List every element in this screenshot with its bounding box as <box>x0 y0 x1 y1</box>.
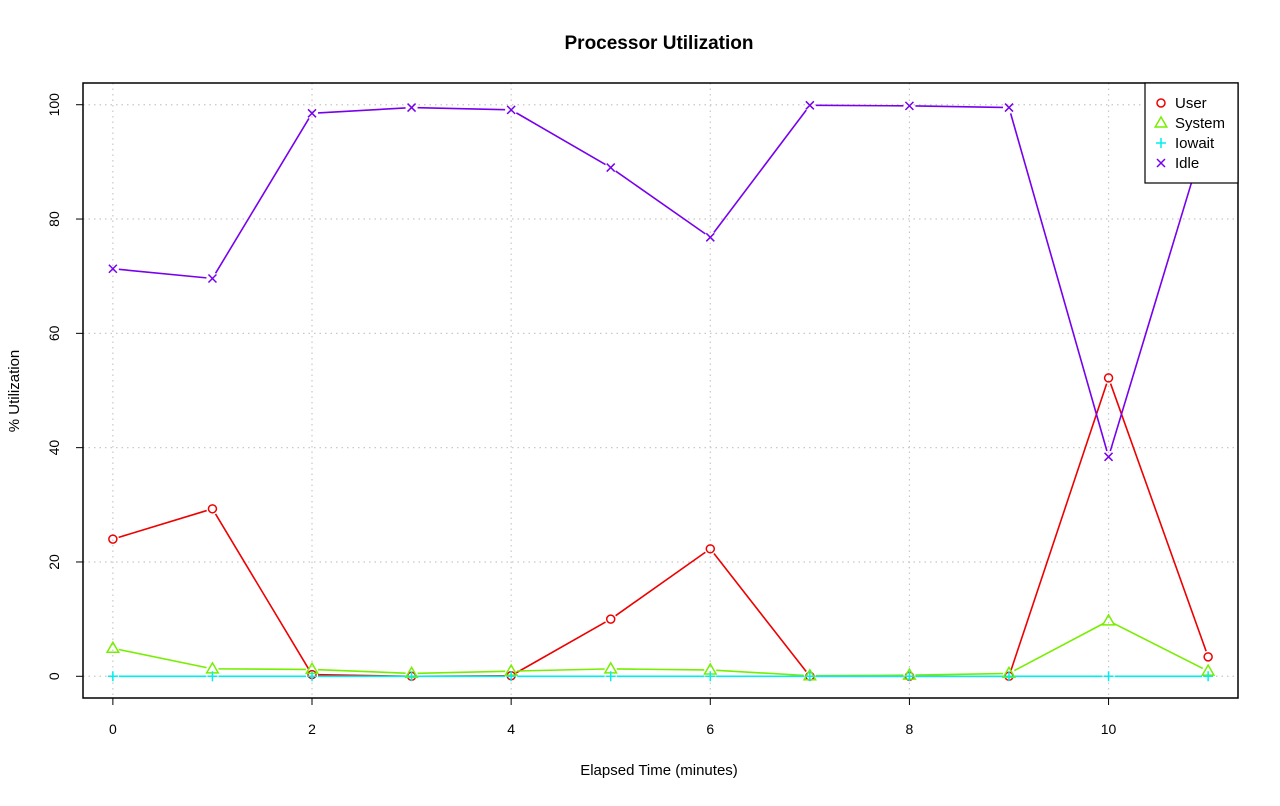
series-system-segment <box>915 672 1004 676</box>
series-system-segment <box>1113 622 1204 670</box>
x-tick-label: 8 <box>906 721 914 737</box>
series-user <box>108 373 1213 682</box>
series-user-segment <box>713 553 807 673</box>
series-system-point <box>1101 613 1116 626</box>
series-idle-segment <box>214 118 310 274</box>
series-iowait-point <box>804 671 815 682</box>
series-idle-segment <box>815 104 904 107</box>
series-user-point <box>1203 652 1213 662</box>
series-idle-point <box>207 273 217 284</box>
series-idle-point <box>805 100 815 110</box>
y-tick-label: 100 <box>46 93 62 117</box>
chart-title: Processor Utilization <box>565 33 754 54</box>
series-idle-point <box>606 163 616 173</box>
series-system-segment <box>616 668 705 671</box>
series-iowait-point <box>506 671 517 682</box>
series-iowait-point <box>307 671 318 682</box>
series-idle-point <box>1004 103 1014 113</box>
series-idle-segment <box>317 107 406 114</box>
series-iowait-point <box>1203 671 1214 682</box>
x-axis-label: Elapsed Time (minutes) <box>580 762 738 779</box>
series-user-segment <box>118 509 207 539</box>
grid-layer <box>83 83 1238 698</box>
series-user-point <box>108 534 118 544</box>
series-iowait-point <box>406 671 417 682</box>
series-idle-segment <box>1009 113 1108 452</box>
x-tick-label: 2 <box>308 721 316 737</box>
series-user-segment <box>515 621 606 674</box>
series-system-segment <box>317 668 406 674</box>
y-tick-label: 0 <box>46 672 62 680</box>
series-system-segment <box>118 648 207 669</box>
series-system-segment <box>417 670 506 675</box>
x-tick-label: 0 <box>109 721 117 737</box>
series-user-point <box>605 614 616 624</box>
series-idle-segment <box>118 268 207 279</box>
series-idle-segment <box>915 105 1004 109</box>
series-user-point <box>207 504 218 514</box>
series-iowait-point <box>1003 671 1014 682</box>
series-user-segment <box>1010 383 1108 671</box>
x-tick-label: 6 <box>706 721 714 737</box>
series-system-segment <box>716 669 804 677</box>
series-user-segment <box>214 513 310 670</box>
series-iowait-point <box>904 671 915 682</box>
series-idle <box>108 100 1213 462</box>
series-idle-segment <box>515 112 606 166</box>
legend-label-system: System <box>1175 115 1225 132</box>
series-idle-point <box>705 232 715 242</box>
series-idle-point <box>108 264 118 274</box>
series-system-point <box>105 640 120 654</box>
series-system-segment <box>1013 622 1104 672</box>
y-tick-label: 80 <box>46 211 62 227</box>
series-idle-point <box>407 103 417 113</box>
series-user-point <box>1103 373 1114 383</box>
legend-marker-iowait <box>1156 138 1166 148</box>
series-idle-segment <box>713 109 807 234</box>
legend-marker-idle <box>1156 158 1166 168</box>
legend-label-user: User <box>1175 95 1207 112</box>
series-user-point <box>705 544 716 554</box>
y-axis-label: % Utilization <box>6 350 23 433</box>
series-iowait-point <box>705 671 716 682</box>
series-iowait-point <box>1103 671 1114 682</box>
series-idle-point <box>307 108 317 118</box>
series-system-segment <box>218 668 307 671</box>
y-tick-label: 20 <box>46 554 62 570</box>
series-idle-segment <box>417 106 506 111</box>
legend-marker-user <box>1156 98 1166 108</box>
series-iowait-point <box>207 671 218 682</box>
series-idle-segment <box>1109 133 1208 452</box>
series-layer <box>105 100 1216 682</box>
series-idle-point <box>904 101 914 111</box>
x-tick-label: 10 <box>1101 721 1117 737</box>
series-user-segment <box>615 551 706 617</box>
y-tick-label: 60 <box>46 325 62 341</box>
series-idle-segment <box>615 170 706 235</box>
series-iowait-point <box>605 671 616 682</box>
series-idle-point <box>1104 452 1114 462</box>
legend-label-idle: Idle <box>1175 155 1199 172</box>
legend-label-iowait: Iowait <box>1175 135 1215 152</box>
legend-marker-system <box>1153 115 1169 128</box>
series-user-segment <box>1109 383 1207 652</box>
series-system-segment <box>517 668 605 672</box>
series-system <box>105 613 1216 681</box>
plot-box <box>82 82 1239 699</box>
series-idle-point <box>506 105 516 115</box>
legend: User System Iowait Idle <box>1144 82 1239 184</box>
series-iowait <box>107 671 1214 682</box>
x-tick-label: 4 <box>507 721 515 737</box>
y-tick-label: 40 <box>46 440 62 456</box>
series-iowait-point <box>107 671 118 682</box>
